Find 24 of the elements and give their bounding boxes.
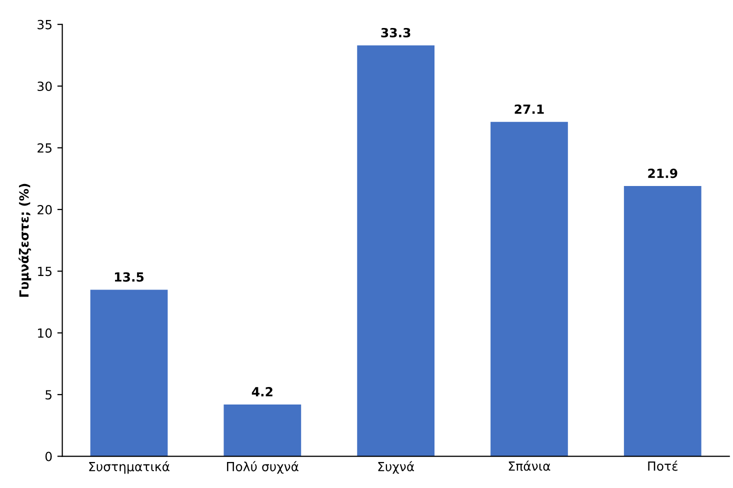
bar: [90, 290, 168, 456]
bar: [624, 186, 702, 456]
y-tick-label: 5: [46, 390, 52, 400]
data-label: 4.2: [252, 387, 272, 396]
y-axis-title: Γυμνάζεστε; (%): [18, 184, 32, 297]
x-tick-label: Πολύ συχνά: [227, 461, 298, 474]
y-tick-label: 15: [38, 266, 52, 276]
data-label: 27.1: [514, 104, 544, 114]
y-tick-label: 25: [38, 143, 52, 153]
y-tick-label: 30: [38, 82, 52, 92]
bar: [490, 122, 568, 456]
y-tick-label: 20: [38, 204, 52, 214]
data-label: 13.5: [115, 272, 144, 282]
y-tick-label: 0: [45, 452, 52, 462]
y-tick-label: 10: [38, 328, 52, 338]
x-tick-label: Συστηματικά: [89, 461, 170, 474]
bar: [357, 45, 435, 456]
x-tick-label: Σπάνια: [508, 460, 550, 471]
bar: [224, 404, 302, 456]
x-tick-label: Ποτέ: [648, 460, 678, 471]
data-label: 21.9: [648, 168, 678, 178]
data-label: 33.3: [381, 28, 410, 38]
x-tick-label: Συχνά: [378, 461, 414, 474]
y-tick-label: 35: [38, 20, 52, 30]
